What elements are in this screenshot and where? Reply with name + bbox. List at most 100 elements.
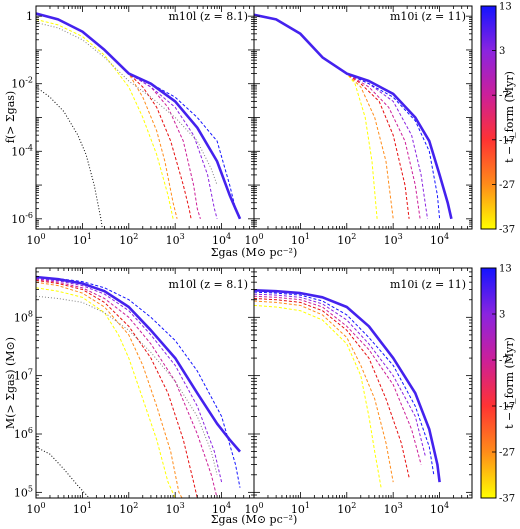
colorbar-tick-label-colorbar-ticks-top-3: -17	[499, 135, 515, 146]
series-line-top-left-4	[36, 13, 218, 219]
colorbar-ticks-top: 13 3 -7 -17 -27 -37	[492, 2, 515, 236]
colorbar-bar-bottom	[480, 267, 497, 499]
series-layer-top-left	[36, 12, 242, 229]
x-tick-label-top-left-1: 101	[73, 232, 92, 247]
series-line-top-left-0	[36, 18, 174, 219]
series-line-top-right-0	[254, 14, 378, 219]
y-tick-label-top-left-0: 10-6	[11, 211, 33, 226]
chart-top-left: 100 101 102 103 104 10-6 10-4 10-2 1 m10l (z = 8…	[4, 5, 297, 259]
series-line-bottom-left-7	[36, 295, 218, 475]
panel-title-bottom-right: m10i (z = 11)	[390, 278, 466, 291]
y-tick-label-bottom-left-1: 106	[14, 426, 33, 441]
x-tick-label-bottom-right-3: 103	[384, 501, 403, 516]
x-tick-label-bottom-left-2: 102	[119, 501, 138, 516]
colorbar-tick-label-colorbar-ticks-top-1: 3	[499, 46, 505, 57]
colorbar-bottom: 13 3 -7 -17 -27 -37 t − t_form (Myr)	[480, 264, 516, 505]
series-line-top-right-3	[254, 14, 421, 219]
colorbar-label-bottom: t − t_form (Myr)	[503, 337, 516, 429]
y-tick-label-bottom-left-2: 107	[14, 368, 33, 383]
colorbar-tick-label-colorbar-ticks-bottom-0: 13	[499, 264, 512, 275]
y-tick-label-top-left-3: 1	[26, 10, 33, 23]
x-tick-label-top-right-1: 101	[291, 232, 310, 247]
series-line-top-right-2	[254, 14, 410, 219]
x-tick-label-top-right-3: 103	[384, 232, 403, 247]
ylabel-top-left: f(> Σgas)	[4, 91, 17, 143]
series-line-top-left-2	[36, 13, 192, 219]
ticks-bottom-right: 100 101 102 103 104	[244, 267, 473, 516]
series-line-top-left-6	[36, 12, 242, 220]
x-tick-label-bottom-right-1: 101	[291, 501, 310, 516]
series-line-bottom-right-0	[254, 304, 382, 488]
series-layer-top-right	[254, 13, 453, 220]
colorbar-label-top: t − t_form (Myr)	[503, 71, 516, 163]
x-tick-label-bottom-left-0: 100	[26, 501, 45, 516]
series-line-top-right-6	[254, 13, 453, 220]
x-tick-label-top-right-4: 104	[430, 232, 449, 247]
colorbar-tick-label-colorbar-ticks-top-0: 13	[499, 2, 512, 13]
x-tick-label-top-left-3: 103	[166, 232, 185, 247]
series-line-bottom-right-1	[254, 300, 394, 483]
colorbar-tick-label-colorbar-ticks-top-5: -37	[499, 225, 515, 236]
x-tick-label-bottom-right-0: 100	[244, 501, 263, 516]
chart-bottom-right: 100 101 102 103 104 m10i (z = 11) Σgas (M⊙ p…	[211, 267, 473, 526]
series-line-bottom-right-5	[254, 291, 435, 475]
series-line-bottom-right-2	[254, 298, 410, 478]
x-tick-label-bottom-left-4: 104	[212, 501, 231, 516]
series-line-top-left-8	[36, 86, 103, 229]
colorbar-ticks-bottom: 13 3 -7 -17 -27 -37	[492, 264, 515, 505]
panel-title-top-left: m10l (z = 8.1)	[168, 10, 248, 23]
series-line-bottom-left-4	[36, 278, 223, 483]
colorbar-tick-label-colorbar-ticks-top-4: -27	[499, 180, 515, 191]
colorbar-tick-label-colorbar-ticks-top-2: -7	[499, 91, 509, 102]
x-tick-label-bottom-right-2: 102	[337, 501, 356, 516]
x-tick-label-bottom-left-1: 101	[73, 501, 92, 516]
series-line-bottom-left-1	[36, 281, 183, 498]
series-line-bottom-right-6	[254, 289, 441, 483]
colorbar-tick-label-colorbar-ticks-bottom-1: 3	[499, 310, 505, 321]
chart-bottom-left: 100 101 102 103 104 105 106 107 108 m10l (z = 8.…	[4, 267, 255, 516]
colorbar-tick-label-colorbar-ticks-bottom-2: -7	[499, 356, 509, 367]
series-line-bottom-left-2	[36, 279, 198, 498]
x-tick-label-top-right-2: 102	[337, 232, 356, 247]
series-line-top-left-3	[36, 13, 201, 219]
y-tick-label-bottom-left-0: 105	[14, 484, 33, 499]
colorbar-tick-label-colorbar-ticks-bottom-5: -37	[499, 494, 515, 505]
series-layer-bottom-right	[254, 289, 441, 488]
x-tick-label-bottom-left-3: 103	[166, 501, 185, 516]
plot-frame-top-left	[35, 5, 255, 230]
x-tick-label-top-left-0: 100	[26, 232, 45, 247]
series-line-top-right-4	[254, 14, 428, 219]
series-layer-bottom-left	[36, 275, 241, 498]
series-line-bottom-left-5	[36, 276, 241, 488]
chart-top-right: 100 101 102 103 104 m10i (z = 11)	[244, 5, 473, 247]
series-line-top-left-1	[36, 13, 178, 219]
colorbar-bar-top	[480, 5, 497, 230]
series-line-bottom-left-3	[36, 278, 218, 498]
ticks-bottom-left: 100 101 102 103 104 105 106 107 108	[14, 267, 255, 516]
series-line-bottom-left-8	[36, 446, 90, 498]
panel-title-bottom-left: m10l (z = 8.1)	[168, 278, 248, 291]
colorbar-tick-label-colorbar-ticks-bottom-4: -27	[499, 448, 515, 459]
plot-frame-bottom-right	[253, 267, 473, 499]
x-tick-label-top-right-0: 100	[244, 232, 263, 247]
series-line-top-right-5	[254, 14, 441, 219]
x-tick-label-top-left-2: 102	[119, 232, 138, 247]
ticks-top-left: 100 101 102 103 104 10-6 10-4 10-2 1	[11, 5, 255, 247]
y-tick-label-top-left-2: 10-2	[11, 76, 33, 91]
series-line-top-right-1	[254, 14, 394, 219]
ticks-top-right: 100 101 102 103 104	[244, 5, 473, 247]
panel-title-top-right: m10i (z = 11)	[390, 10, 466, 23]
series-line-bottom-left-6	[36, 275, 241, 453]
plot-frame-top-right	[253, 5, 473, 230]
series-line-bottom-right-4	[254, 293, 427, 458]
x-tick-label-bottom-right-4: 104	[430, 501, 449, 516]
y-tick-label-top-left-1: 10-4	[11, 143, 33, 158]
colorbar-top: 13 3 -7 -17 -27 -37 t − t_form (Myr)	[480, 2, 516, 236]
colorbar-tick-label-colorbar-ticks-bottom-3: -17	[499, 402, 515, 413]
plot-frame-bottom-left	[35, 267, 255, 499]
series-line-top-left-7	[36, 22, 218, 186]
x-tick-label-top-left-4: 104	[212, 232, 231, 247]
xlabel-bottom-right: Σgas (M⊙ pc⁻²)	[211, 513, 298, 526]
y-tick-label-bottom-left-3: 108	[14, 309, 33, 324]
